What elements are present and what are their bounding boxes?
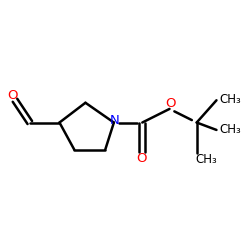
Text: O: O (165, 97, 175, 110)
Text: CH₃: CH₃ (219, 124, 241, 136)
Text: N: N (110, 114, 120, 126)
Text: CH₃: CH₃ (219, 92, 241, 106)
Text: CH₃: CH₃ (196, 153, 217, 166)
Text: O: O (136, 152, 147, 165)
Text: O: O (7, 89, 17, 102)
